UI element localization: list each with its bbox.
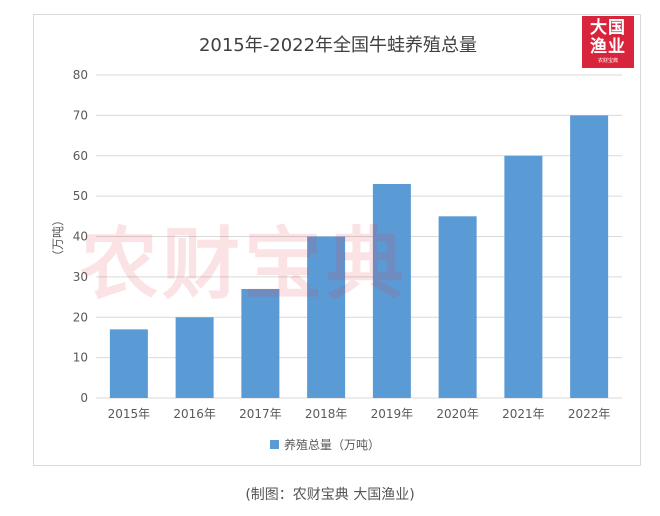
legend: 养殖总量（万吨）	[270, 437, 380, 452]
y-tick-label: 60	[73, 149, 88, 163]
x-tick-label: 2018年	[305, 407, 348, 421]
bars	[109, 115, 609, 398]
y-tick-labels: 0 10 20 30 40 50 60 70 80	[73, 68, 88, 405]
logo-line-2: 渔业	[590, 37, 626, 57]
logo-line-1: 大国	[590, 18, 626, 38]
brand-logo: 大国 渔业 农财宝典	[582, 16, 634, 68]
bar-2017年	[241, 288, 280, 398]
bar-2018年	[307, 236, 346, 398]
bar-2022年	[570, 115, 609, 398]
y-tick-label: 20	[73, 310, 88, 324]
y-tick-label: 10	[73, 351, 88, 365]
y-tick-label: 50	[73, 189, 88, 203]
y-tick-label: 70	[73, 108, 88, 122]
x-tick-label: 2019年	[371, 407, 414, 421]
y-axis-label: （万吨）	[51, 214, 65, 262]
x-tick-label: 2017年	[239, 407, 282, 421]
logo-small-text: 农财宝典	[597, 58, 618, 64]
bar-2016年	[175, 317, 214, 398]
gridlines	[96, 74, 622, 399]
bar-2020年	[438, 216, 477, 398]
y-tick-label: 40	[73, 230, 88, 244]
x-tick-label: 2020年	[436, 407, 479, 421]
x-tick-label: 2015年	[108, 407, 151, 421]
x-tick-label: 2022年	[568, 407, 611, 421]
x-tick-label: 2021年	[502, 407, 545, 421]
legend-label: 养殖总量（万吨）	[284, 437, 380, 452]
figure-caption: (制图：农财宝典 大国渔业)	[245, 487, 415, 503]
chart-title: 2015年-2022年全国牛蛙养殖总量	[199, 34, 477, 56]
y-tick-label: 0	[80, 391, 88, 405]
chart-frame: 0 10 20 30 40 50 60 70 80 2015年 2016年 2017年 2018年 20…	[33, 14, 641, 466]
x-tick-labels: 2015年 2016年 2017年 2018年 2019年 2020年 2021年 2022年	[108, 407, 611, 421]
x-tick-label: 2016年	[173, 407, 216, 421]
bar-2019年	[372, 184, 411, 398]
legend-swatch	[270, 440, 279, 449]
bar-2015年	[109, 329, 148, 398]
y-tick-label: 30	[73, 270, 88, 284]
y-tick-label: 80	[73, 68, 88, 82]
bar-2021年	[504, 155, 543, 398]
